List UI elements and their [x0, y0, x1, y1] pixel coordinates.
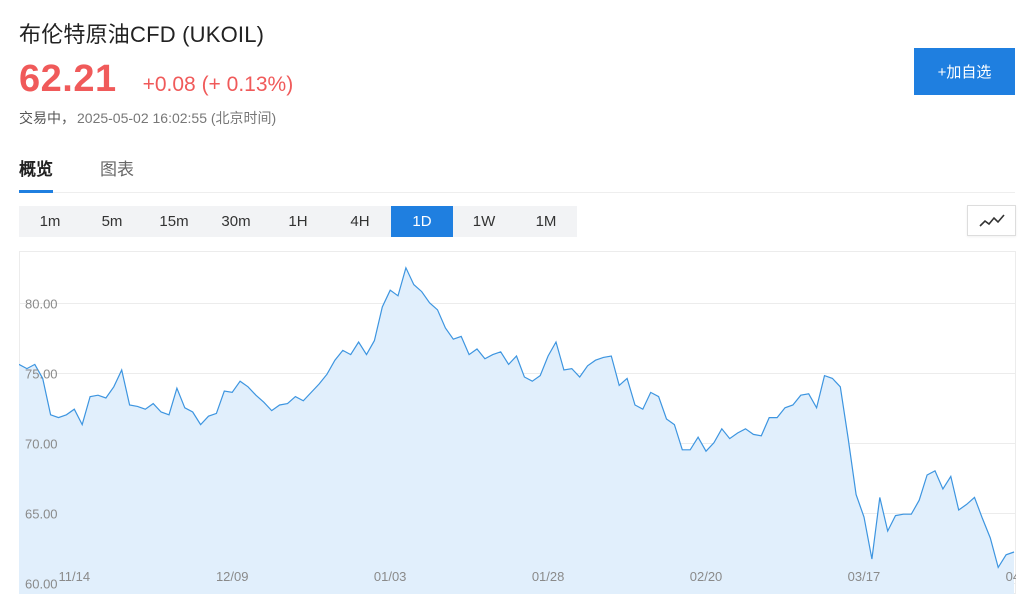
quote-timestamp: 2025-05-02 16:02:55 (北京时间): [77, 110, 277, 126]
x-tick-label: 11/14: [58, 569, 90, 584]
period-1w[interactable]: 1W: [472, 213, 496, 230]
add-to-watchlist-button[interactable]: +加自选: [914, 48, 1015, 95]
trading-status: 交易中， 2025-05-02 16:02:55 (北京时间): [19, 108, 276, 128]
x-tick-label: 03/17: [848, 569, 881, 584]
tab-chart[interactable]: 图表: [100, 160, 134, 179]
x-tick-label: 02/20: [690, 569, 723, 584]
x-tick-label: 01/28: [532, 569, 565, 584]
price-area: [19, 267, 1014, 594]
price-row: 62.21 +0.08 (+ 0.13%): [19, 58, 293, 101]
period-1mo[interactable]: 1M: [535, 213, 557, 230]
x-tick-label: 01/03: [374, 569, 407, 584]
y-tick-label: 70.00: [25, 437, 58, 452]
price-chart: 60.00 65.00 70.00 75.00 80.00 11/14 12/09 01/03…: [18, 251, 1024, 594]
period-30m[interactable]: 30m: [221, 213, 251, 230]
line-chart-icon: [978, 213, 1005, 227]
period-1d[interactable]: 1D: [391, 206, 453, 237]
price-change: +0.08 (+ 0.13%): [142, 73, 294, 96]
y-tick-label: 60.00: [25, 577, 58, 592]
status-label: 交易中，: [19, 110, 75, 126]
period-1m[interactable]: 1m: [39, 213, 61, 230]
main-tabs: 概览 图表: [19, 155, 1015, 193]
instrument-title: 布伦特原油CFD (UKOIL): [19, 22, 265, 47]
x-tick-label: 12/09: [216, 569, 249, 584]
period-1h[interactable]: 1H: [288, 213, 308, 230]
chart-type-button[interactable]: [967, 205, 1016, 236]
tab-overview[interactable]: 概览: [19, 155, 53, 193]
period-selector: 1m 5m 15m 30m 1H 4H 1D 1W 1M: [19, 206, 577, 237]
price-chart-svg: 60.00 65.00 70.00 75.00 80.00 11/14 12/09 01/03…: [18, 251, 1024, 594]
y-tick-label: 80.00: [25, 297, 58, 312]
y-tick-label: 65.00: [25, 507, 58, 522]
period-4h[interactable]: 4H: [350, 213, 370, 230]
price-line: [18, 266, 1015, 569]
period-15m[interactable]: 15m: [159, 213, 189, 230]
period-5m[interactable]: 5m: [101, 213, 123, 230]
last-price: 62.21: [19, 58, 117, 100]
x-tick-label: 04/09: [1006, 569, 1016, 584]
y-tick-label: 75.00: [25, 367, 58, 382]
